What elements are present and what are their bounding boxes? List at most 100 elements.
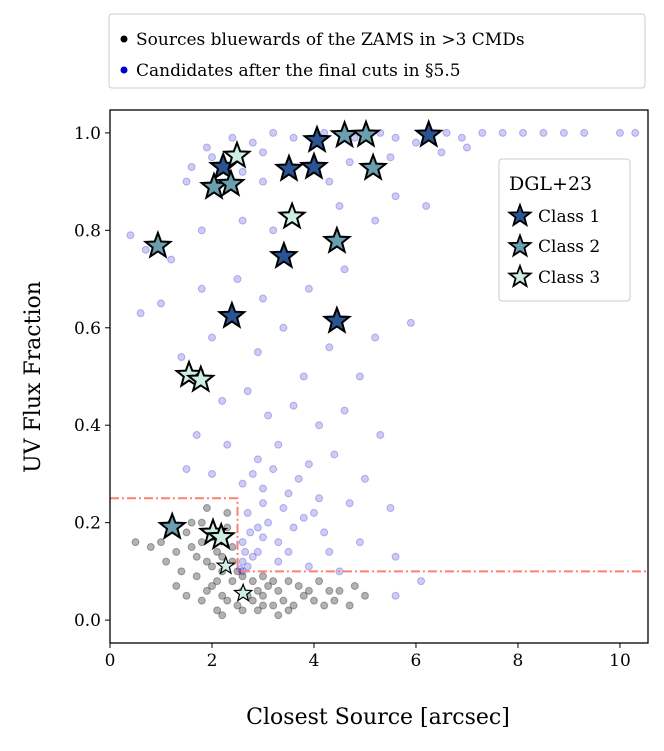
data-point	[284, 606, 293, 615]
data-point	[330, 596, 339, 605]
data-point	[182, 591, 191, 600]
x-tick-label: 10	[609, 651, 631, 671]
data-point	[162, 557, 171, 566]
y-tick-label: 0.8	[74, 221, 101, 241]
data-point	[207, 469, 216, 478]
plot-frame	[109, 109, 649, 644]
star-point	[302, 124, 333, 153]
data-point	[233, 275, 242, 284]
data-point	[371, 216, 380, 225]
data-point	[187, 518, 196, 527]
legend-star-class-2	[507, 232, 533, 258]
data-point	[187, 163, 196, 172]
data-point	[253, 547, 262, 556]
data-point	[320, 528, 329, 537]
data-point	[213, 606, 222, 615]
data-point	[289, 133, 298, 142]
data-point	[197, 518, 206, 527]
data-point	[391, 591, 400, 600]
data-point	[202, 557, 211, 566]
data-point	[478, 128, 487, 137]
axes: 0 2 4 6 8 10 0.0 0.2 0.4 0.6 0.8 1.0	[74, 109, 649, 671]
data-point	[243, 508, 252, 517]
data-point	[437, 148, 446, 157]
data-point	[519, 128, 528, 137]
legend-label-class-2: Class 2	[538, 237, 600, 257]
data-point	[167, 255, 176, 264]
data-point	[462, 143, 471, 152]
data-point	[498, 128, 507, 137]
star-point	[232, 582, 254, 602]
data-point	[172, 581, 181, 590]
data-point	[258, 177, 267, 186]
data-point	[325, 586, 334, 595]
legend-marker-candidates	[120, 66, 128, 74]
data-point	[248, 577, 257, 586]
data-point	[355, 538, 364, 547]
data-point	[279, 323, 288, 332]
data-point	[345, 158, 354, 167]
data-point	[264, 518, 273, 527]
data-point	[136, 309, 145, 318]
star-point	[216, 300, 247, 329]
data-point	[218, 396, 227, 405]
star-point	[321, 305, 353, 334]
data-point	[218, 611, 227, 620]
data-point	[315, 421, 324, 430]
data-point	[192, 572, 201, 581]
data-point	[274, 611, 283, 620]
data-point	[223, 596, 232, 605]
data-point	[241, 547, 250, 556]
data-point	[294, 581, 303, 590]
x-tick-label: 4	[309, 651, 320, 671]
data-point	[304, 586, 313, 595]
data-point	[386, 504, 395, 513]
data-point	[131, 538, 140, 547]
data-point	[197, 226, 206, 235]
data-point	[248, 469, 257, 478]
data-point	[156, 299, 165, 308]
star-legend-box	[498, 158, 631, 302]
data-point	[330, 450, 339, 459]
data-point	[284, 577, 293, 586]
data-point	[422, 201, 431, 210]
data-point	[340, 406, 349, 415]
data-point	[253, 455, 262, 464]
data-point	[253, 586, 262, 595]
data-point	[126, 231, 135, 240]
data-point	[228, 133, 237, 142]
data-point	[172, 547, 181, 556]
series-class-3	[174, 139, 308, 602]
data-point	[274, 557, 283, 566]
data-point	[335, 586, 344, 595]
data-point	[294, 474, 303, 483]
data-point	[202, 143, 211, 152]
legend-label-class-3: Class 3	[538, 268, 600, 288]
data-point	[202, 504, 211, 513]
data-point	[207, 562, 216, 571]
data-point	[258, 499, 267, 508]
data-point	[156, 538, 165, 547]
data-point	[309, 508, 318, 517]
data-point	[279, 596, 288, 605]
data-point	[325, 177, 334, 186]
data-point	[223, 440, 232, 449]
data-point	[274, 538, 283, 547]
series-class-2	[142, 118, 389, 540]
data-point	[350, 581, 359, 590]
x-tick-label: 2	[207, 651, 218, 671]
data-point	[376, 430, 385, 439]
series-candidates-after-the-final-cuts-in-5-5	[126, 128, 640, 600]
data-point	[269, 128, 278, 137]
data-point	[406, 318, 415, 327]
y-axis-label: UV Flux Fraction	[21, 281, 46, 473]
data-point	[631, 128, 640, 137]
data-point	[304, 284, 313, 293]
data-point	[284, 489, 293, 498]
data-point	[253, 348, 262, 357]
star-point	[142, 230, 174, 259]
data-point	[386, 153, 395, 162]
data-point	[274, 440, 283, 449]
data-point	[615, 128, 624, 137]
